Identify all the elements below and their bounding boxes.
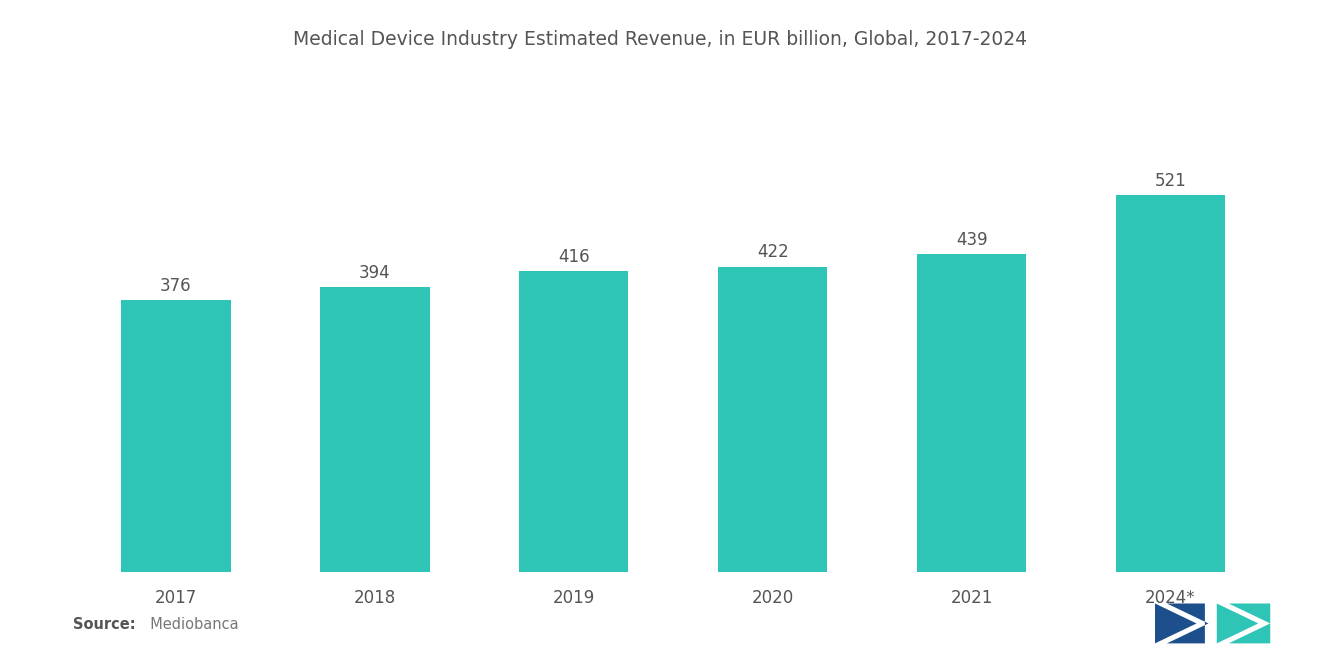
Text: Mediobanca: Mediobanca <box>141 616 239 632</box>
Text: 416: 416 <box>558 248 590 266</box>
Text: 376: 376 <box>160 277 191 295</box>
Text: 521: 521 <box>1155 172 1187 190</box>
Text: 422: 422 <box>756 243 788 261</box>
Bar <box>718 267 828 572</box>
Text: Source:: Source: <box>73 616 135 632</box>
Bar <box>917 254 1026 572</box>
Bar <box>321 287 429 572</box>
Text: Medical Device Industry Estimated Revenue, in EUR billion, Global, 2017-2024: Medical Device Industry Estimated Revenu… <box>293 30 1027 49</box>
Bar <box>519 271 628 572</box>
Text: 439: 439 <box>956 231 987 249</box>
Text: 394: 394 <box>359 264 391 282</box>
Bar <box>1115 195 1225 572</box>
Bar <box>121 300 231 572</box>
